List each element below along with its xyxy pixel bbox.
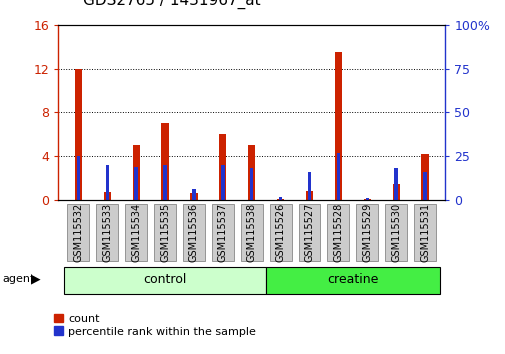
FancyBboxPatch shape [269,204,291,261]
Bar [161,123,168,200]
Legend: count, percentile rank within the sample: count, percentile rank within the sample [54,314,256,337]
Text: creatine: creatine [327,273,378,286]
Bar [421,154,428,200]
FancyBboxPatch shape [67,204,89,261]
FancyBboxPatch shape [96,204,118,261]
Text: GSM115532: GSM115532 [73,203,83,262]
Bar [336,153,339,200]
FancyBboxPatch shape [125,204,147,261]
FancyBboxPatch shape [413,204,435,261]
Text: GSM115528: GSM115528 [333,203,343,262]
Bar [106,165,109,200]
Text: GSM115535: GSM115535 [160,203,170,262]
Bar [423,172,426,200]
Text: GSM115530: GSM115530 [390,203,400,262]
Bar [192,189,195,200]
Bar [219,134,226,200]
FancyBboxPatch shape [64,267,266,294]
Text: GSM115538: GSM115538 [246,203,256,262]
Bar [163,165,167,200]
Text: GSM115537: GSM115537 [218,203,227,262]
FancyBboxPatch shape [327,204,348,261]
Bar [134,167,138,200]
FancyBboxPatch shape [298,204,320,261]
FancyBboxPatch shape [212,204,233,261]
Bar [249,169,253,200]
Bar [334,52,341,200]
Bar [363,199,370,200]
Text: ▶: ▶ [31,273,41,286]
Text: GSM115534: GSM115534 [131,203,141,262]
Text: GSM115526: GSM115526 [275,203,285,262]
Text: GSM115536: GSM115536 [188,203,198,262]
Bar [307,172,311,200]
Bar [306,191,313,200]
Text: GSM115531: GSM115531 [419,203,429,262]
Bar [394,169,397,200]
Bar [278,196,282,200]
Bar [365,198,368,200]
Bar [104,192,111,200]
Text: GSM115527: GSM115527 [304,203,314,262]
Bar [75,69,82,200]
Text: GSM115533: GSM115533 [102,203,112,262]
Bar [392,184,399,200]
Text: GSM115529: GSM115529 [362,203,372,262]
Bar [77,156,80,200]
Bar [132,145,139,200]
FancyBboxPatch shape [240,204,262,261]
FancyBboxPatch shape [356,204,378,261]
Bar [276,199,284,200]
Bar [247,145,255,200]
FancyBboxPatch shape [154,204,176,261]
Bar [221,165,224,200]
Text: control: control [143,273,186,286]
FancyBboxPatch shape [384,204,407,261]
Bar [190,193,197,200]
Text: GDS2765 / 1431967_at: GDS2765 / 1431967_at [83,0,261,9]
FancyBboxPatch shape [266,267,439,294]
FancyBboxPatch shape [183,204,205,261]
Text: agent: agent [3,274,35,284]
